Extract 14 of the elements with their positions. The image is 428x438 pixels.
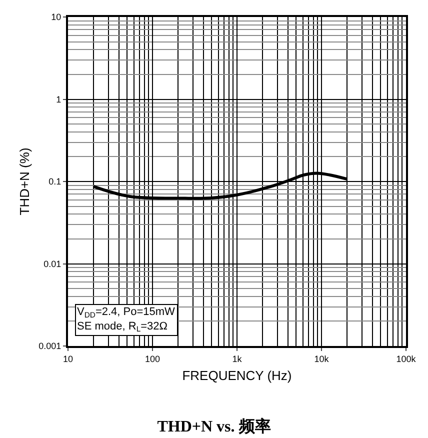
y-tick-label: 0.01 [44,258,62,269]
x-tick-label: 100k [396,354,416,364]
y-tick-label: 0.1 [48,176,62,187]
annotation: V$_{DD}$=2.4, Po=15mW SE mode, R$_{L}$=32Ω [77,306,176,334]
x-tick-label: 100 [144,354,160,364]
x-axis-title: FREQUENCY (Hz) [182,368,292,383]
x-tick-label: 1k [232,354,242,364]
y-axis-title: THD+N (%) [17,148,32,216]
y-tick-label: 0.001 [38,341,62,352]
text: THD+N vs. 频率 [157,416,271,436]
x-tick-label: 10 [62,354,74,364]
y-tick-label: 1 [56,94,62,104]
x-tick-label: 10k [314,354,330,364]
y-tick-label: 10 [51,12,62,22]
